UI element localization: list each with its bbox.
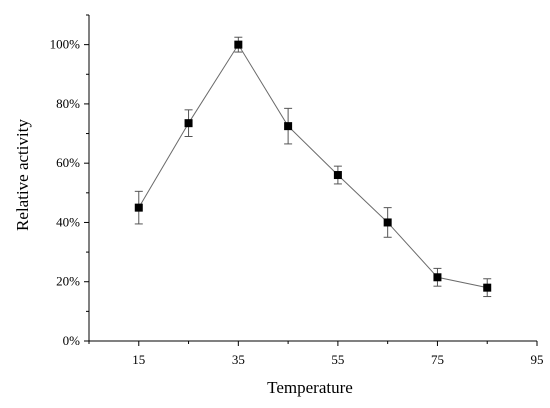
series [134, 36, 492, 298]
series-line [138, 43, 488, 289]
y-axis-title: Relative activity [13, 119, 32, 231]
data-point [184, 119, 193, 128]
x-tick-label: 75 [431, 352, 444, 367]
axes: 0% 20% 40% 60% 80% 100% 15 35 55 75 95 [50, 14, 544, 367]
data-point [234, 40, 243, 49]
x-tick-label: 35 [232, 352, 245, 367]
x-axis-title: Temperature [267, 378, 353, 397]
y-tick-label: 60% [56, 155, 80, 170]
x-tick-label: 55 [331, 352, 344, 367]
data-point [383, 218, 392, 227]
y-tick-label: 100% [50, 37, 81, 52]
data-point [433, 273, 442, 282]
x-tick-label: 15 [132, 352, 145, 367]
data-point [483, 283, 492, 292]
y-tick-label: 20% [56, 274, 80, 289]
x-tick-label: 95 [531, 352, 544, 367]
y-tick-label: 80% [56, 96, 80, 111]
data-point [333, 171, 342, 180]
y-tick-label: 0% [63, 333, 81, 348]
data-point [284, 122, 293, 131]
data-point [134, 203, 143, 212]
y-tick-label: 40% [56, 214, 80, 229]
